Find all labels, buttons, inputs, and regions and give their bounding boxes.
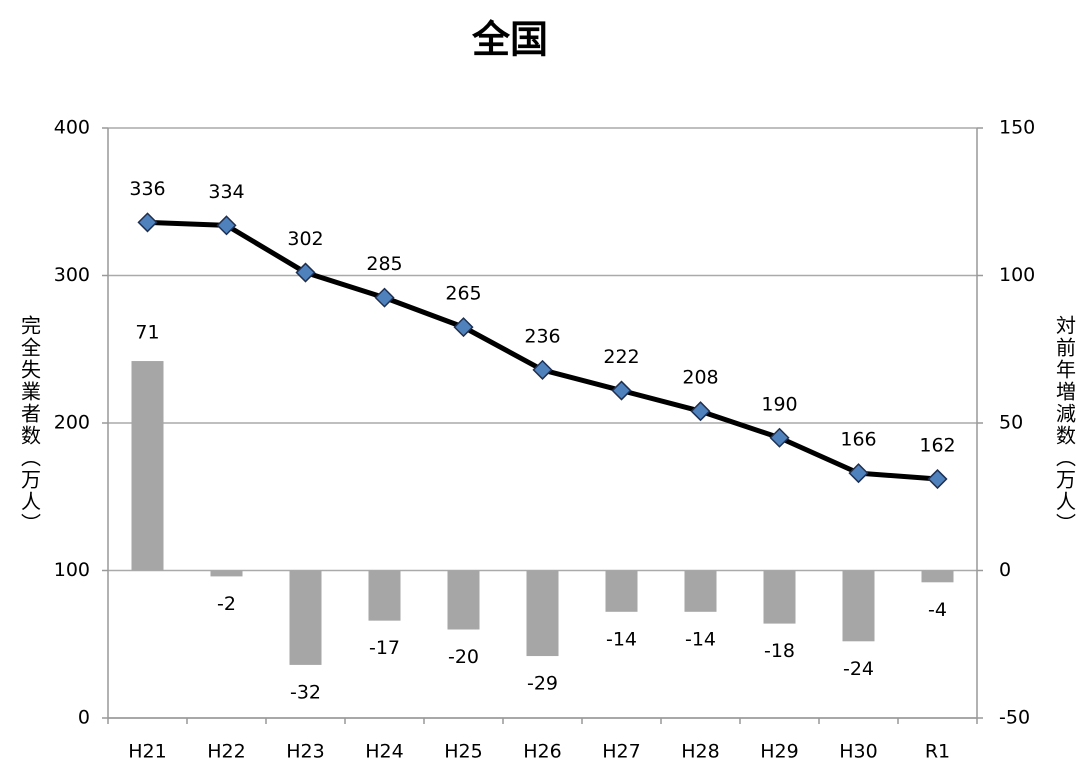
- data-label: 162: [919, 435, 955, 457]
- x-tick-label: H29: [760, 741, 798, 763]
- x-tick-label: H30: [839, 741, 877, 763]
- bar: [447, 570, 480, 630]
- data-label: -32: [290, 681, 321, 703]
- data-label: 236: [524, 325, 560, 347]
- line: [147, 219, 938, 482]
- x-tick-label: H27: [602, 741, 640, 763]
- y-tick-label: 200: [54, 412, 90, 434]
- y2-axis-label: 対前年増減数（万人）: [1053, 315, 1077, 535]
- data-label: 190: [761, 393, 797, 415]
- data-label: 285: [366, 253, 402, 275]
- y2-tick-label: 150: [999, 117, 1035, 139]
- y-tick-label: 400: [54, 117, 90, 139]
- data-label: -20: [448, 646, 479, 668]
- marker: [216, 215, 237, 236]
- marker: [611, 380, 632, 401]
- data-label: -2: [217, 593, 236, 615]
- bar: [842, 570, 875, 642]
- bar: [289, 570, 322, 665]
- marker: [848, 463, 869, 484]
- marker: [927, 468, 948, 490]
- y-axis-label: 完全失業者数（万人）: [18, 315, 42, 535]
- x-tick-label: H28: [681, 741, 719, 763]
- x-tick-label: H23: [286, 741, 324, 763]
- bar: [763, 570, 796, 624]
- data-label: -4: [928, 599, 947, 621]
- marker: [137, 212, 158, 233]
- chart-title: 全国: [471, 18, 548, 62]
- data-label: -24: [843, 658, 874, 680]
- y2-tick-label: -50: [999, 707, 1030, 729]
- y-tick-label: 300: [54, 264, 90, 286]
- bar: [368, 570, 401, 621]
- data-label: 336: [129, 178, 165, 200]
- marker: [295, 262, 316, 283]
- y2-tick-label: 50: [999, 412, 1023, 434]
- data-label: 265: [445, 283, 481, 305]
- bar: [921, 570, 954, 583]
- data-label: -14: [606, 628, 637, 650]
- x-tick-label: H24: [365, 741, 403, 763]
- y2-tick-label: 0: [999, 559, 1011, 581]
- x-tick-label: H22: [207, 741, 245, 763]
- x-tick-label: R1: [925, 741, 950, 763]
- x-tick-label: H26: [523, 741, 561, 763]
- data-label: 166: [840, 429, 876, 451]
- y2-tick-label: 100: [999, 264, 1035, 286]
- marker: [453, 317, 474, 338]
- data-label: -29: [527, 673, 558, 695]
- marker: [769, 427, 790, 448]
- data-label: 71: [135, 322, 159, 344]
- bar: [684, 570, 717, 612]
- marker: [690, 401, 711, 422]
- data-label: 302: [287, 228, 323, 250]
- marker: [374, 287, 395, 308]
- x-tick-label: H21: [128, 741, 166, 763]
- data-label: 208: [682, 367, 718, 389]
- bar: [605, 570, 638, 612]
- data-label: 222: [603, 346, 639, 368]
- bar: [526, 570, 559, 657]
- y-tick-label: 100: [54, 559, 90, 581]
- data-label: -14: [685, 628, 716, 650]
- bar: [210, 570, 243, 577]
- data-label: -17: [369, 637, 400, 659]
- marker: [532, 359, 553, 380]
- y-tick-label: 0: [78, 707, 90, 729]
- data-label: 334: [208, 181, 244, 203]
- data-label: -18: [764, 640, 795, 662]
- bar: [131, 361, 164, 571]
- x-tick-label: H25: [444, 741, 482, 763]
